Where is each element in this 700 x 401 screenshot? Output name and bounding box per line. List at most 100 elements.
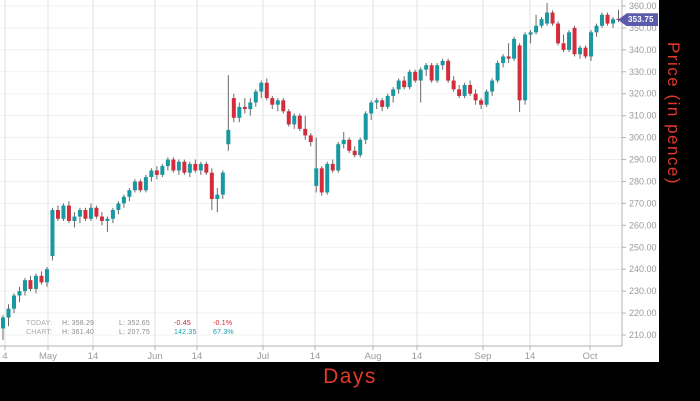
- candle-body: [319, 168, 324, 193]
- y-tick-label: 260.00: [629, 220, 657, 230]
- candle-body: [341, 139, 346, 145]
- candle-body: [528, 32, 533, 35]
- candle-body: [468, 84, 473, 94]
- candle-body: [407, 71, 412, 88]
- candle-body: [308, 135, 313, 142]
- candle-body: [462, 84, 467, 96]
- candle-body: [110, 209, 115, 219]
- candle-body: [523, 34, 528, 101]
- candle-body: [22, 280, 27, 292]
- candle-body: [176, 161, 181, 171]
- candle-body: [138, 181, 143, 191]
- x-tick-label: Jun: [147, 351, 162, 362]
- candle-body: [418, 69, 423, 81]
- candle-body: [490, 80, 495, 92]
- candle-body: [182, 161, 187, 173]
- candle-body: [44, 269, 49, 283]
- candle-body: [270, 98, 275, 105]
- candle-body: [160, 166, 165, 175]
- candle-body: [11, 295, 16, 309]
- candle-body: [198, 163, 203, 171]
- candle-body: [545, 12, 550, 24]
- candle-body: [220, 172, 225, 195]
- candle-body: [297, 115, 302, 129]
- candle-body: [451, 80, 456, 90]
- candle-body: [424, 65, 429, 70]
- legend-chart-change: 142.35: [174, 329, 197, 336]
- x-tick-label: 14: [192, 351, 203, 362]
- candle-body: [259, 82, 264, 92]
- y-axis-title: Price (in pence): [664, 42, 683, 186]
- legend-row-today: TODAY: H: 358.29 L: 352.65 -0.45 -0.1%: [26, 319, 253, 328]
- y-tick-label: 320.00: [629, 89, 657, 99]
- x-tick-label: Oct: [583, 351, 598, 362]
- candle-body: [396, 80, 401, 90]
- candle-body: [149, 170, 154, 178]
- candle-body: [209, 172, 214, 200]
- candle-body: [94, 207, 99, 217]
- candle-body: [121, 196, 126, 204]
- legend-chart-change-pct: 67.3%: [213, 329, 234, 336]
- x-tick-label: Sep: [475, 351, 492, 362]
- y-tick-label: 220.00: [629, 308, 657, 318]
- candle-body: [325, 163, 330, 193]
- candle-body: [55, 209, 60, 219]
- current-price-badge: 353.75: [618, 13, 658, 27]
- candle-body: [6, 308, 11, 318]
- candle-body: [105, 218, 110, 221]
- candle-body: [66, 205, 71, 221]
- candle-body: [429, 65, 434, 81]
- legend-chart-label: CHART:: [26, 329, 53, 336]
- candle-body: [248, 102, 253, 110]
- candle-body: [143, 177, 148, 191]
- candle-body: [330, 163, 335, 171]
- candle-body: [506, 56, 511, 59]
- y-tick-label: 270.00: [629, 198, 657, 208]
- candle-body: [39, 275, 44, 283]
- candle-body: [446, 60, 451, 81]
- candle-body: [275, 100, 280, 105]
- plot-area[interactable]: 210.00 220.00 230.00 240.00 250.00 260.00 270.…: [0, 0, 659, 362]
- x-tick-label: 14: [412, 351, 423, 362]
- candle-body: [314, 168, 319, 186]
- candle-body: [413, 71, 418, 81]
- candle-body: [600, 14, 605, 26]
- candle-body: [512, 38, 517, 59]
- legend-chart-high: H: 361.40: [62, 329, 95, 336]
- candle-body: [501, 56, 506, 64]
- candle-body: [374, 100, 379, 103]
- legend-today-change-pct: -0.1%: [213, 320, 233, 327]
- legend-today-label: TODAY:: [26, 320, 53, 327]
- x-tick-label: 14: [525, 351, 536, 362]
- x-axis-title: Days: [323, 365, 377, 388]
- legend-row-chart: CHART: H: 361.40 L: 207.75 142.35 67.3%: [26, 328, 253, 337]
- candle-body: [1, 317, 5, 329]
- candle-body: [352, 150, 357, 156]
- current-price-value: 353.75: [628, 15, 654, 25]
- candle-body: [33, 275, 38, 289]
- y-tick-label: 350.00: [629, 23, 657, 33]
- chart-panel: 210.00 220.00 230.00 240.00 250.00 260.00 270.…: [0, 0, 659, 362]
- candle-body: [358, 139, 363, 156]
- candle-body: [391, 89, 396, 96]
- x-tick-label: May: [39, 351, 57, 362]
- candle-body: [479, 100, 484, 105]
- candle-body: [567, 32, 572, 50]
- y-tick-label: 290.00: [629, 155, 657, 165]
- candle-body: [572, 27, 577, 55]
- candle-body: [215, 194, 220, 200]
- candle-body: [303, 128, 308, 136]
- candle-body: [88, 207, 93, 219]
- candle-body: [517, 45, 522, 101]
- candle-body: [611, 19, 616, 24]
- candle-body: [583, 47, 588, 57]
- candle-body: [231, 98, 236, 118]
- candle-body: [286, 111, 291, 125]
- candle-body: [578, 47, 583, 55]
- candle-body: [605, 14, 610, 24]
- candle-body: [204, 163, 209, 173]
- candle-body: [336, 144, 341, 171]
- candle-body: [440, 60, 445, 66]
- candle-body: [72, 216, 77, 221]
- candle-body: [534, 25, 539, 33]
